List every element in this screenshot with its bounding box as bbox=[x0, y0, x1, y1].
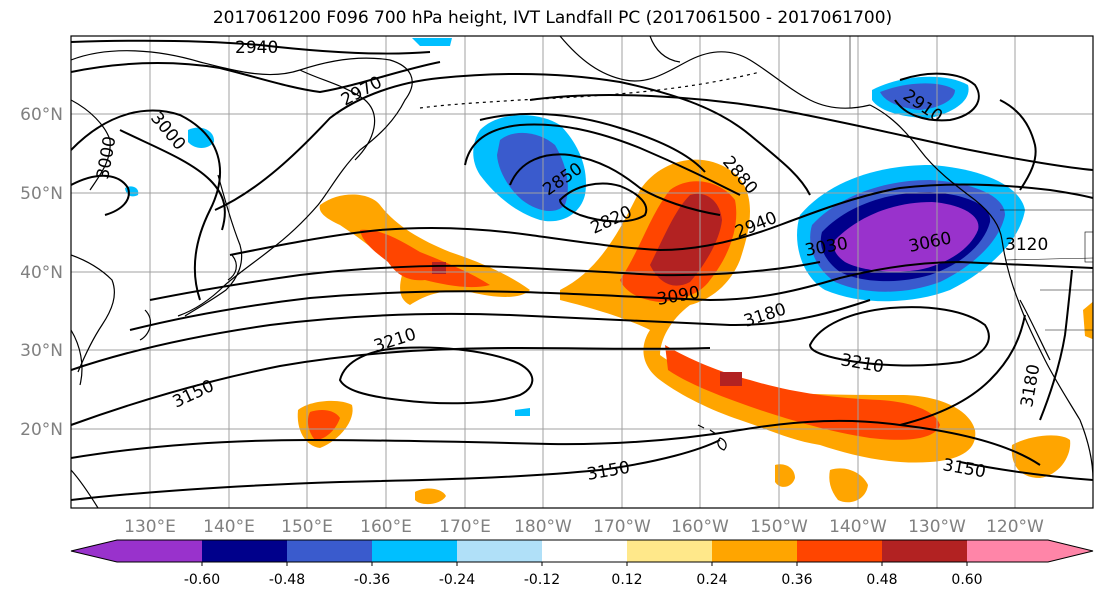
colorbar-segment bbox=[967, 540, 1093, 562]
lon-label: 150°W bbox=[750, 517, 808, 537]
lon-label: 120°W bbox=[986, 517, 1044, 537]
contour-label: 2940 bbox=[235, 38, 278, 58]
map-frame bbox=[70, 35, 1094, 509]
lat-label-40n: 40°N bbox=[20, 263, 63, 283]
lat-label-60n: 60°N bbox=[20, 105, 63, 125]
lon-label: 130°W bbox=[908, 517, 966, 537]
borders bbox=[849, 36, 1093, 331]
colorbar-segment bbox=[202, 540, 287, 562]
lon-label: 170°E bbox=[439, 517, 491, 537]
colorbar: -0.60 -0.48 -0.36 -0.24 -0.12 0.12 0.24 … bbox=[70, 539, 1094, 588]
colorbar-label: -0.60 bbox=[184, 572, 220, 588]
colorbar-label: 0.60 bbox=[951, 572, 982, 588]
colorbar-label: 0.48 bbox=[866, 572, 897, 588]
lon-label: 130°E bbox=[124, 517, 176, 537]
colorbar-segment bbox=[287, 540, 372, 562]
colorbar-segment bbox=[117, 540, 202, 562]
colorbar-label: -0.12 bbox=[524, 572, 560, 588]
lon-label: 140°E bbox=[203, 517, 255, 537]
colorbar-segment bbox=[797, 540, 882, 562]
colorbar-segment bbox=[457, 540, 542, 562]
lon-label: 160°E bbox=[360, 517, 412, 537]
colorbar-label: -0.24 bbox=[439, 572, 475, 588]
lon-label: 180°W bbox=[514, 517, 572, 537]
lat-label-50n: 50°N bbox=[20, 184, 63, 204]
colorbar-left-extension bbox=[71, 540, 117, 562]
lon-label: 170°W bbox=[593, 517, 651, 537]
colorbar-label: -0.36 bbox=[354, 572, 390, 588]
colorbar-segment bbox=[882, 540, 967, 562]
lon-label: 140°W bbox=[829, 517, 887, 537]
contour-label: 3120 bbox=[1005, 235, 1048, 255]
colorbar-segment bbox=[627, 540, 712, 562]
colorbar-label: 0.12 bbox=[611, 572, 642, 588]
colorbar-outline bbox=[70, 539, 1094, 563]
lat-label-20n: 20°N bbox=[20, 420, 63, 440]
map-title: 2017061200 F096 700 hPa height, IVT Land… bbox=[212, 8, 893, 28]
height-contours bbox=[71, 39, 1093, 501]
latitude-labels: 60°N 50°N 40°N 30°N 20°N bbox=[20, 105, 63, 440]
colorbar-label: -0.48 bbox=[269, 572, 305, 588]
colorbar-ticks bbox=[201, 562, 968, 566]
colorbar-label: 0.36 bbox=[781, 572, 812, 588]
colorbar-segment bbox=[372, 540, 457, 562]
longitude-labels: 130°E 140°E 150°E 160°E 170°E 180°W 170°… bbox=[124, 517, 1044, 537]
map-content bbox=[71, 36, 1093, 508]
lon-label: 150°E bbox=[281, 517, 333, 537]
colorbar-segment bbox=[542, 540, 627, 562]
lat-label-30n: 30°N bbox=[20, 341, 63, 361]
coastlines bbox=[71, 36, 1093, 508]
colorbar-segment bbox=[712, 540, 797, 562]
colorbar-label: 0.24 bbox=[696, 572, 727, 588]
lon-label: 160°W bbox=[671, 517, 729, 537]
